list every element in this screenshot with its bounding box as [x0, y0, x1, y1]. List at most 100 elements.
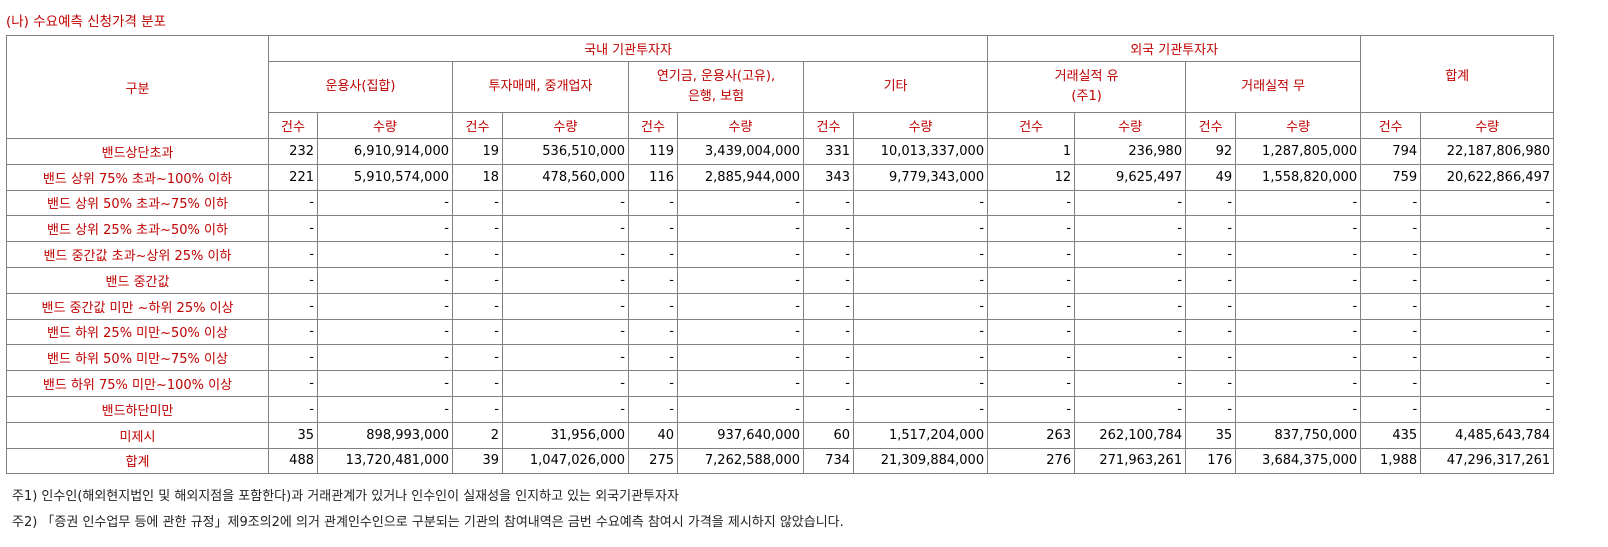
table-cell: -: [628, 344, 678, 372]
table-cell: 49: [1185, 163, 1237, 191]
table-cell: 2: [452, 421, 503, 449]
header-cell: 건수: [803, 112, 854, 139]
row-label: 밴드상단초과: [6, 138, 269, 165]
table-row: 밴드 중간값 초과~상위 25% 이하 - - - - - - - - - - - - - -: [6, 241, 1555, 268]
table-cell: -: [1420, 292, 1555, 320]
table-cell: -: [987, 189, 1076, 217]
table-cell: -: [317, 395, 453, 423]
header-cell: 거래실적 유 (주1): [987, 61, 1187, 113]
table-cell: 18: [452, 163, 503, 191]
table-cell: -: [1235, 292, 1362, 320]
header-cell: 거래실적 무: [1185, 61, 1362, 113]
header-cell: 연기금, 운용사(고유), 은행, 보험: [628, 61, 804, 113]
table-cell: -: [803, 395, 854, 423]
table-cell: 22,187,806,980: [1420, 138, 1555, 165]
table-cell: -: [268, 189, 318, 217]
table-cell: -: [803, 318, 854, 346]
header-cell: 건수: [268, 112, 318, 139]
table-cell: -: [803, 215, 854, 243]
table-cell: 92: [1185, 138, 1237, 165]
table-cell: -: [852, 241, 989, 268]
header-cell: 국내 기관투자자: [267, 35, 989, 62]
table-cell: 116: [628, 163, 678, 191]
table-cell: -: [628, 318, 678, 346]
table-cell: 271,963,261: [1074, 447, 1187, 475]
header-cell: 수량: [1420, 112, 1555, 139]
table-cell: -: [677, 344, 804, 372]
header-cell: 건수: [1360, 112, 1422, 139]
table-cell: 7,262,588,000: [677, 447, 804, 475]
table-cell: 21,309,884,000: [852, 447, 989, 475]
header-cell: 건수: [987, 112, 1076, 139]
table-row: 밴드 하위 25% 미만~50% 이상 - - - - - - - - - - - - - -: [6, 318, 1555, 346]
header-cell: 수량: [502, 112, 629, 139]
table-row: 밴드하단미만 - - - - - - - - - - - - - -: [6, 395, 1555, 423]
table-cell: -: [317, 189, 453, 217]
table-cell: 176: [1185, 447, 1237, 475]
table-cell: 734: [803, 447, 854, 475]
table-cell: -: [1360, 344, 1422, 372]
header-cell: 합계: [1360, 35, 1555, 113]
header-cell: 기타: [802, 61, 989, 113]
header-cell: 건수: [1185, 112, 1237, 139]
table-header: 구분 국내 기관투자자 외국 기관투자자 합계 운용사(집합) 투자매매, 중개업자 연기금…: [6, 35, 1555, 139]
table-cell: -: [677, 370, 804, 397]
table-cell: -: [1074, 344, 1187, 372]
table-cell: -: [502, 189, 629, 217]
table-cell: -: [452, 266, 503, 294]
row-label: 밴드 중간값: [6, 266, 269, 294]
table-cell: 39: [452, 447, 503, 475]
header-cell: 수량: [317, 112, 453, 139]
table-cell: -: [1235, 266, 1362, 294]
table-cell: -: [677, 395, 804, 423]
table-cell: -: [628, 241, 678, 268]
table-cell: -: [317, 241, 453, 268]
table-cell: 759: [1360, 163, 1422, 191]
row-label: 밴드 하위 50% 미만~75% 이상: [6, 344, 269, 372]
table-cell: 488: [268, 447, 318, 475]
table-cell: -: [268, 344, 318, 372]
table-cell: -: [502, 292, 629, 320]
table-cell: -: [1360, 215, 1422, 243]
table-cell: 35: [1185, 421, 1237, 449]
table-cell: 1,517,204,000: [852, 421, 989, 449]
table-cell: -: [1235, 318, 1362, 346]
table-cell: -: [1235, 189, 1362, 217]
table-cell: -: [987, 292, 1076, 320]
table-cell: 13,720,481,000: [317, 447, 453, 475]
table-cell: 9,625,497: [1074, 163, 1187, 191]
header-cell: 운용사(집합): [268, 61, 453, 113]
table-cell: -: [803, 189, 854, 217]
row-label: 합계: [6, 447, 269, 475]
table-cell: -: [1360, 318, 1422, 346]
table-cell: -: [987, 266, 1076, 294]
header-row: 건수 수량 건수 수량 건수 수량 건수 수량 건수 수량 건수 수량 건수 수량: [7, 112, 1555, 139]
table-cell: -: [502, 395, 629, 423]
table-cell: -: [1420, 266, 1555, 294]
table-cell: 2,885,944,000: [677, 163, 804, 191]
table-cell: -: [987, 344, 1076, 372]
table-cell: 119: [628, 138, 678, 165]
table-cell: 263: [987, 421, 1076, 449]
table-cell: 232: [268, 138, 318, 165]
table-cell: -: [677, 189, 804, 217]
table-cell: -: [1420, 241, 1555, 268]
table-cell: -: [268, 395, 318, 423]
table-cell: -: [1420, 189, 1555, 217]
table-cell: -: [1360, 395, 1422, 423]
table-cell: -: [1185, 318, 1237, 346]
table-cell: -: [268, 241, 318, 268]
table-cell: 1,988: [1360, 447, 1422, 475]
table-cell: -: [1185, 241, 1237, 268]
table-cell: 1,287,805,000: [1235, 138, 1362, 165]
table-cell: -: [1420, 370, 1555, 397]
table-cell: 47,296,317,261: [1420, 447, 1555, 475]
section-title: (나) 수요예측 신청가격 분포: [6, 14, 167, 30]
table-cell: 9,779,343,000: [852, 163, 989, 191]
table-cell: -: [677, 266, 804, 294]
table-row: 밴드상단초과 232 6,910,914,000 19 536,510,000 119 3,…: [6, 138, 1555, 165]
table-cell: 1,558,820,000: [1235, 163, 1362, 191]
table-cell: -: [1360, 266, 1422, 294]
table-cell: -: [852, 292, 989, 320]
table-cell: -: [317, 292, 453, 320]
